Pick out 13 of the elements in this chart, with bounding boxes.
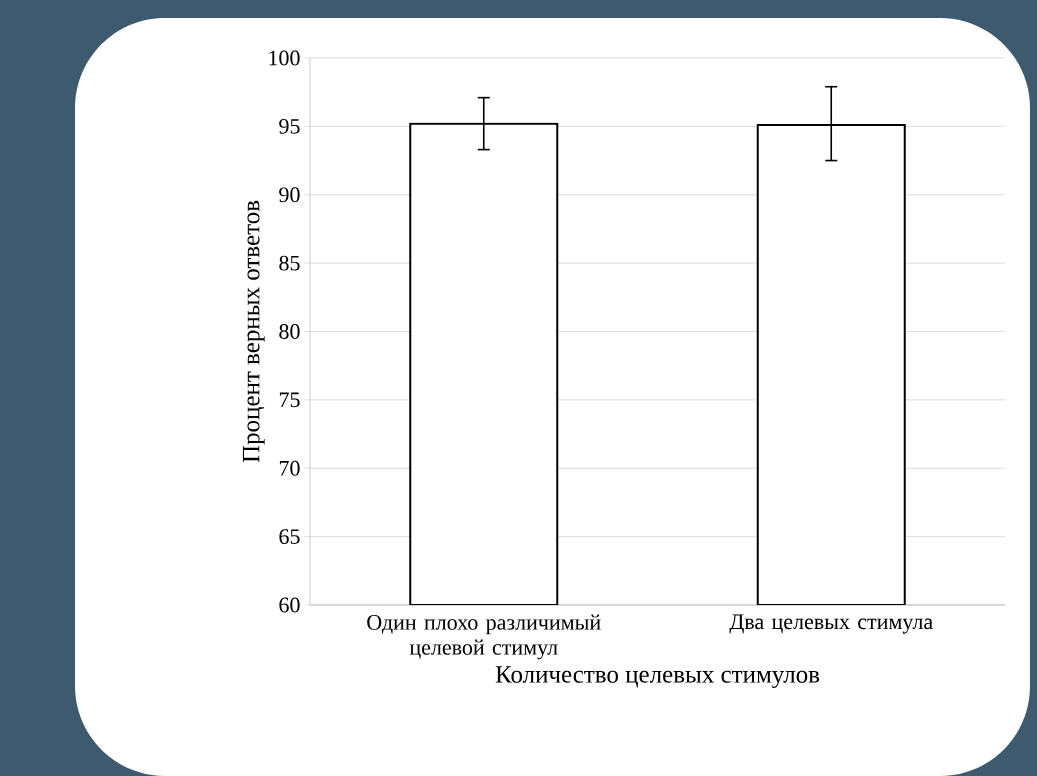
y-tick-label: 80	[279, 324, 300, 339]
y-tick-label: 60	[279, 597, 300, 613]
y-axis-title: Процент верных ответов	[242, 200, 265, 463]
y-tick-label: 100	[269, 50, 300, 66]
y-tick-label: 65	[279, 529, 300, 545]
y-tick-label: 90	[279, 187, 300, 203]
y-tick-label: 95	[279, 118, 300, 134]
x-axis-title: Количество целевых стимулов	[495, 666, 820, 688]
y-tick-label: 85	[279, 255, 300, 271]
y-tick-label: 75	[279, 392, 300, 408]
x-tick-label: Два целевых стимула	[729, 614, 933, 634]
y-tick-label: 70	[279, 460, 300, 476]
x-tick-label: Один плохо различимый целевой стимул	[367, 614, 601, 660]
